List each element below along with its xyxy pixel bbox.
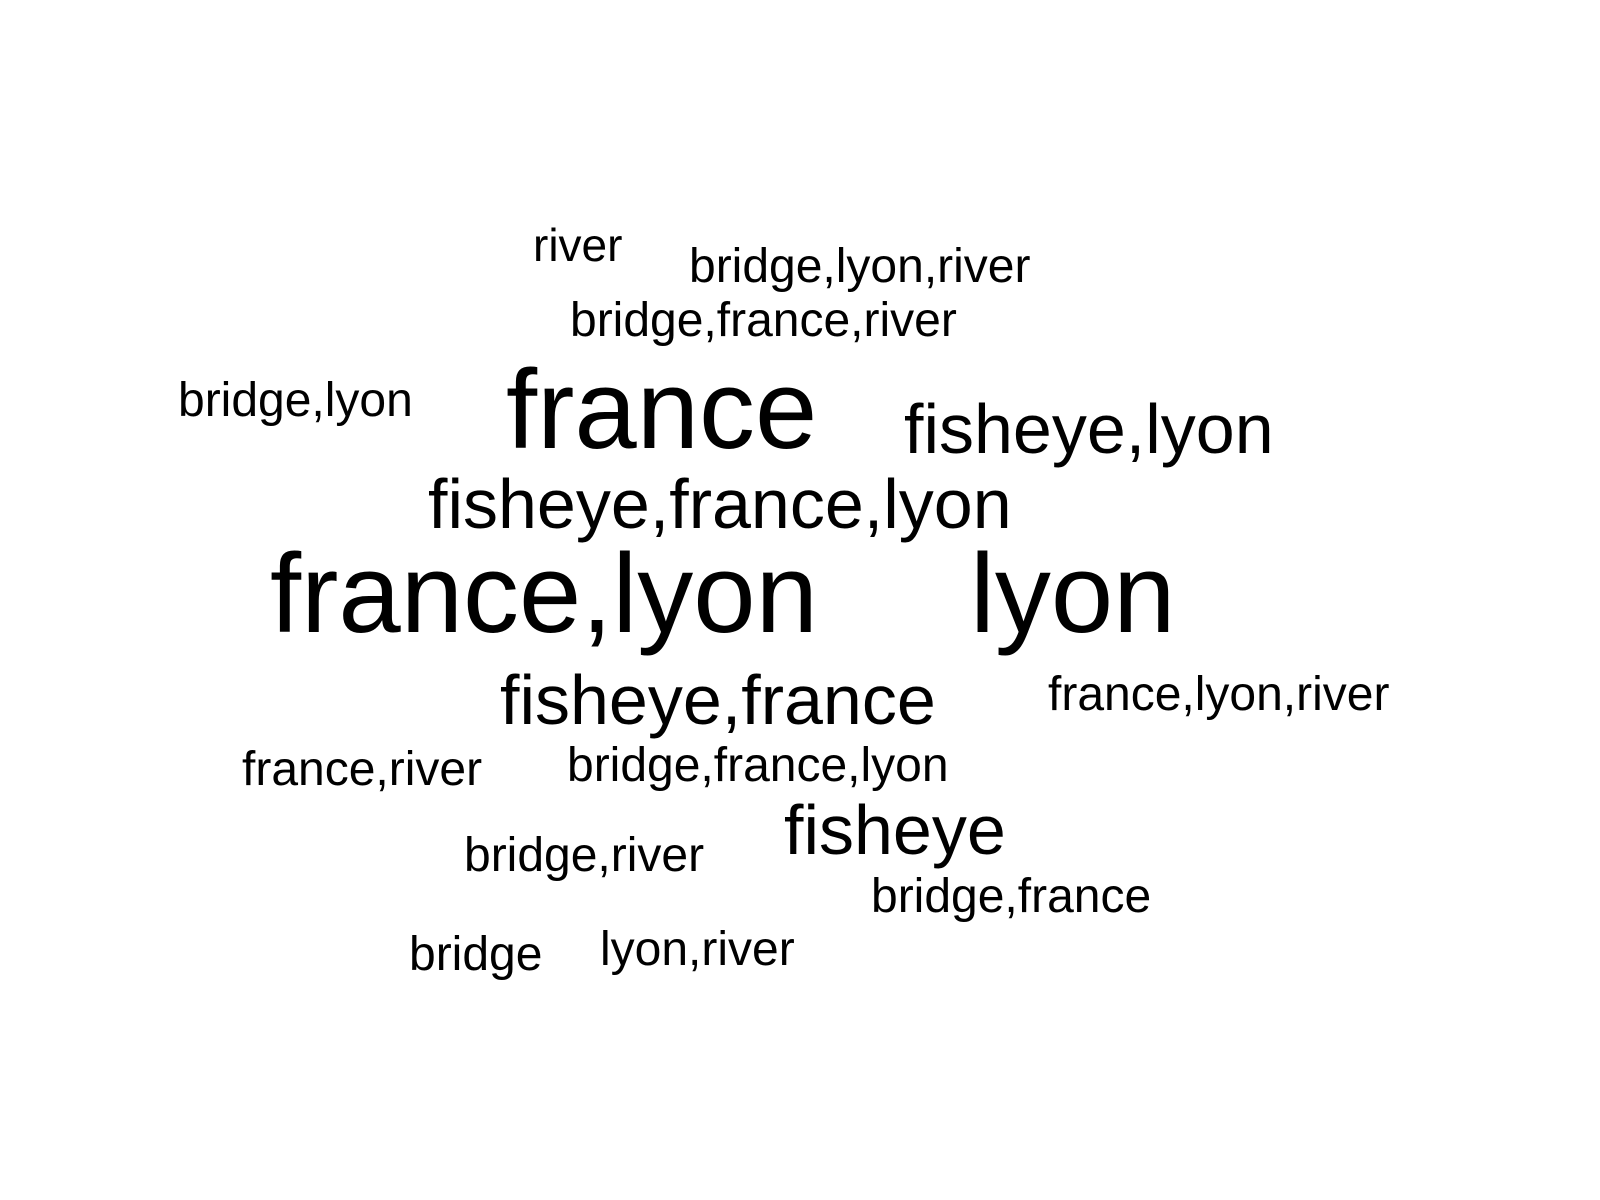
word-bridge-lyon-river: bridge,lyon,river: [689, 240, 1031, 293]
word-bridge-france: bridge,france: [871, 870, 1152, 923]
word-bridge-lyon: bridge,lyon: [178, 374, 413, 427]
word-river: river: [533, 219, 623, 271]
word-france-lyon-river: france,lyon,river: [1048, 668, 1390, 721]
word-fisheye-lyon: fisheye,lyon: [904, 390, 1274, 468]
word-france-river: france,river: [242, 743, 483, 796]
word-france: france: [506, 347, 818, 472]
word-bridge: bridge: [409, 928, 543, 981]
word-fisheye-france-lyon: fisheye,france,lyon: [428, 465, 1012, 543]
word-lyon-river: lyon,river: [600, 923, 795, 976]
word-bridge-france-river: bridge,france,river: [570, 294, 957, 347]
word-bridge-france-lyon: bridge,france,lyon: [567, 739, 949, 792]
word-fisheye-france: fisheye,france: [500, 661, 936, 739]
word-france-lyon: france,lyon: [270, 531, 818, 656]
word-bridge-river: bridge,river: [464, 829, 705, 882]
word-fisheye: fisheye: [784, 791, 1006, 869]
word-lyon: lyon: [970, 531, 1176, 656]
